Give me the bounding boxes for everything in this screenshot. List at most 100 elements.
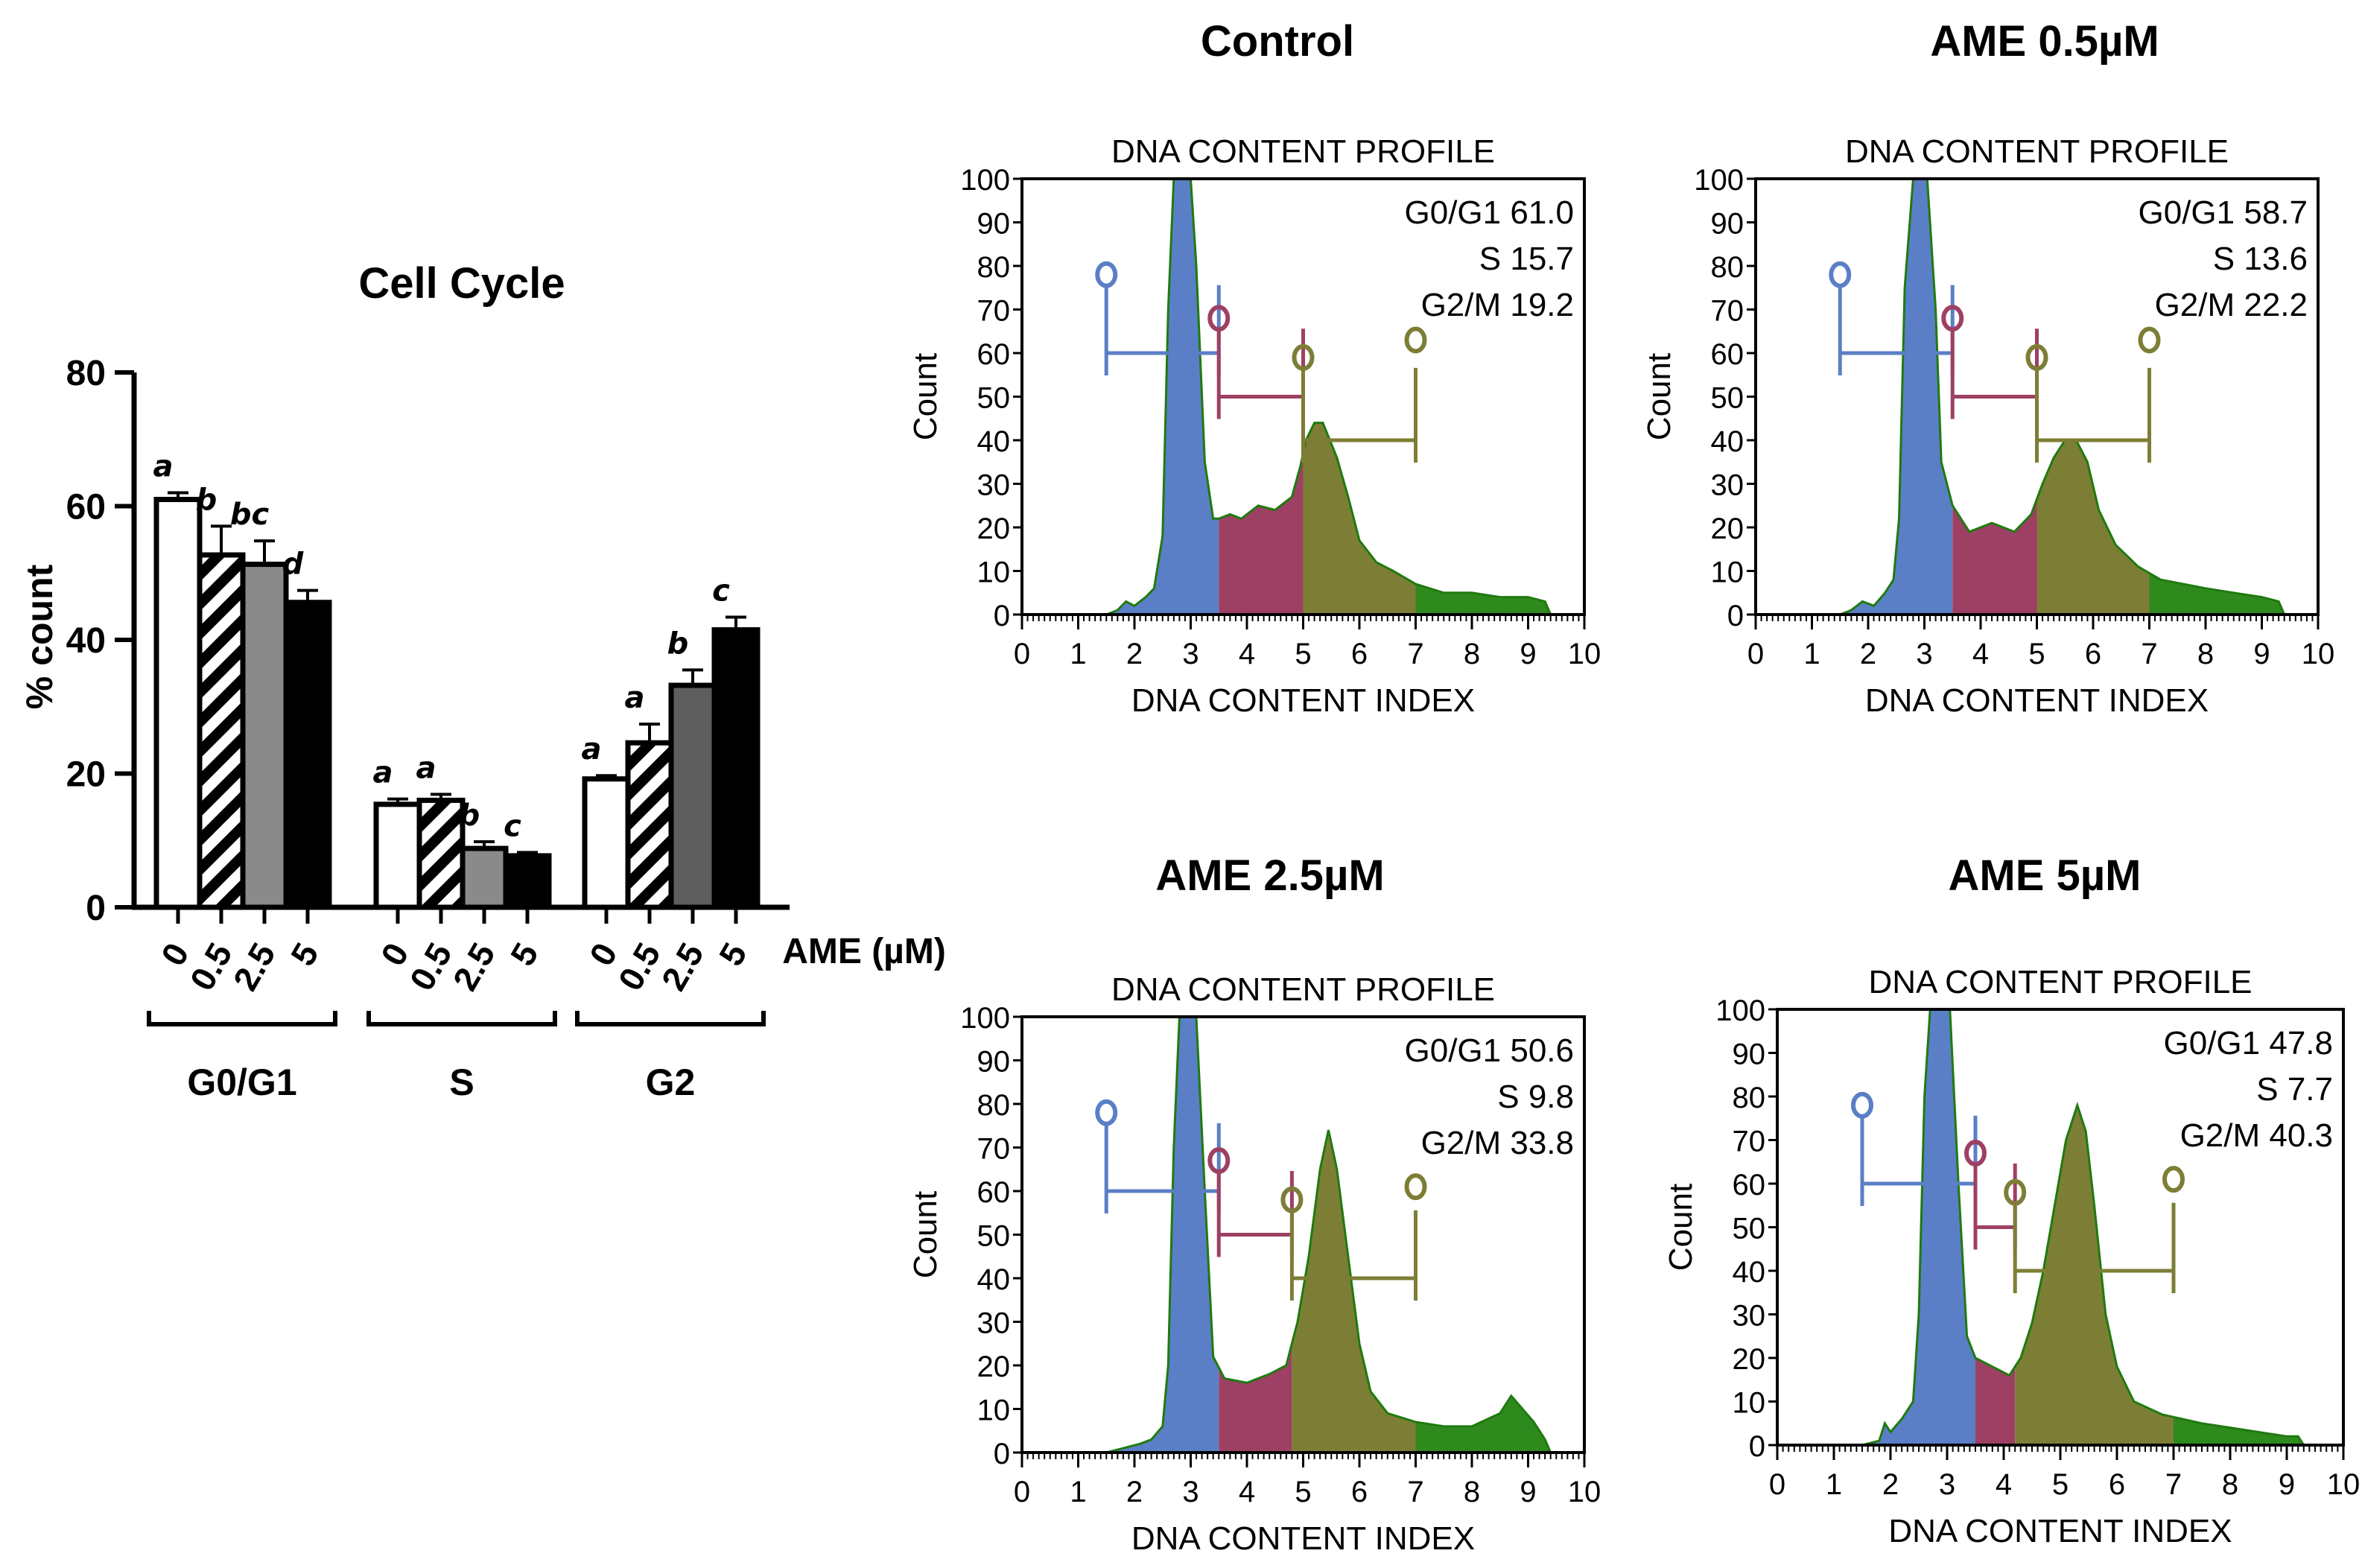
x-tick-label: 3 [1182,1476,1199,1508]
bar [503,853,552,910]
bar-y-tick-label: 80 [66,354,106,393]
dose-tick-label: 5 [503,936,546,972]
y-tick-label: 20 [977,512,1011,545]
panel-title: AME 2.5µM [1155,851,1384,900]
bar-chart-ylabel: % count [19,564,60,709]
g2-gate-right-handle [1404,326,1427,354]
x-tick-label: 5 [1295,638,1311,670]
significance-letter: b [667,626,689,661]
profile-outline [1777,1008,2343,1447]
significance-letter: a [373,756,393,790]
g2-region [2015,1009,2174,1445]
histogram-panel-2: AME 2.5µM DNA CONTENT PROFILE DNA CONTENT … [907,851,1601,1557]
y-tick-label: 70 [1733,1126,1766,1158]
gate-left-handle [1292,343,1315,371]
group-bracket [366,1011,557,1026]
g2-gate [2004,1178,2176,1293]
y-tick-label: 90 [977,208,1011,241]
x-tick-label: 2 [1126,638,1143,670]
y-tick-label: 30 [977,469,1011,502]
x-tick-label: 4 [1239,1476,1255,1508]
significance-letter: c [504,809,521,843]
bar [283,600,332,910]
plot-title: DNA CONTENT PROFILE [1111,971,1495,1008]
y-axis-label: Count [907,353,944,440]
dose-tick-label: 2.5 [226,936,283,997]
x-tick-label: 1 [1803,638,1820,670]
y-tick-label: 0 [1727,600,1744,632]
x-axis-label: DNA CONTENT INDEX [1131,1520,1475,1557]
stat-text: G2/M 33.8 [1421,1125,1574,1161]
bar [197,552,246,910]
significance-letter: a [625,681,645,715]
y-tick-label: 50 [1711,382,1744,415]
y-tick-label: 10 [977,1394,1011,1427]
stat-text: G0/G1 47.8 [2164,1025,2333,1061]
g2-gate-right-handle [2138,326,2161,354]
x-tick-label: 5 [2028,638,2045,670]
y-tick-label: 50 [977,1220,1011,1253]
x-tick-label: 6 [2085,638,2101,670]
y-tick-label: 20 [1711,512,1744,545]
g1-region [1756,179,1953,615]
x-tick-label: 9 [1520,638,1536,670]
significance-letter: a [582,732,602,766]
bar [153,497,203,910]
x-tick-label: 3 [1939,1468,1955,1501]
y-tick-label: 50 [977,382,1011,415]
significance-letter: a [416,751,436,785]
x-tick-label: 9 [1520,1476,1536,1508]
x-tick-label: 9 [2253,638,2270,670]
significance-letter: c [712,574,730,608]
y-tick-label: 10 [977,556,1011,589]
y-tick-label: 90 [1711,208,1744,241]
dose-tick-label: 5 [711,936,755,972]
g2-gate [2025,343,2151,463]
y-axis-label: Count [1641,353,1677,440]
group-label: G0/G1 [187,1061,296,1103]
stat-text: S 7.7 [2256,1071,2333,1108]
panel-title: AME 5µM [1949,851,2142,900]
x-tick-label: 1 [1826,1468,1842,1501]
y-tick-label: 60 [1733,1169,1766,1202]
y-tick-label: 30 [1733,1300,1766,1333]
g2-gate-right-handle [2162,1166,2185,1193]
y-tick-label: 70 [1711,295,1744,328]
y-tick-label: 90 [977,1046,1011,1079]
y-tick-label: 40 [1733,1256,1766,1289]
histogram-panel-3: AME 5µM DNA CONTENT PROFILE DNA CONTENT IN… [1663,851,2360,1549]
significance-letter: b [196,483,218,517]
x-tick-label: 8 [2222,1468,2238,1501]
bar [625,740,674,910]
gate-left-handle [2004,1178,2027,1206]
gate-left-handle [1095,261,1118,288]
x-tick-label: 7 [2165,1468,2182,1501]
plot-title: DNA CONTENT PROFILE [1111,133,1495,170]
y-tick-label: 40 [1711,425,1744,458]
y-tick-label: 100 [1715,994,1765,1027]
y-tick-label: 20 [1733,1343,1766,1376]
g2-gate-right-handle [1404,1173,1427,1201]
stat-text: S 13.6 [2213,241,2308,277]
gate-left-handle [1964,1140,1987,1167]
s-gate [1941,305,2039,419]
x-axis-label: DNA CONTENT INDEX [1131,682,1475,719]
bar-chart-y-ticks: 0 20 40 60 80 [66,354,134,928]
y-tick-label: 20 [977,1350,1011,1383]
x-tick-label: 0 [1769,1468,1785,1501]
bar-y-tick-label: 20 [66,755,106,795]
bar-chart-xlabel: AME (µM) [782,932,946,971]
y-tick-label: 70 [977,295,1011,328]
plot-title: DNA CONTENT PROFILE [1868,964,2252,1000]
stat-text: G2/M 40.3 [2180,1117,2333,1154]
y-tick-label: 80 [1733,1082,1766,1114]
x-tick-label: 0 [1014,638,1030,670]
y-tick-label: 90 [1733,1038,1766,1071]
x-tick-label: 10 [2327,1468,2361,1501]
x-tick-label: 8 [1464,1476,1480,1508]
x-tick-label: 4 [1972,638,1989,670]
bar [668,682,717,910]
x-tick-label: 1 [1070,638,1086,670]
